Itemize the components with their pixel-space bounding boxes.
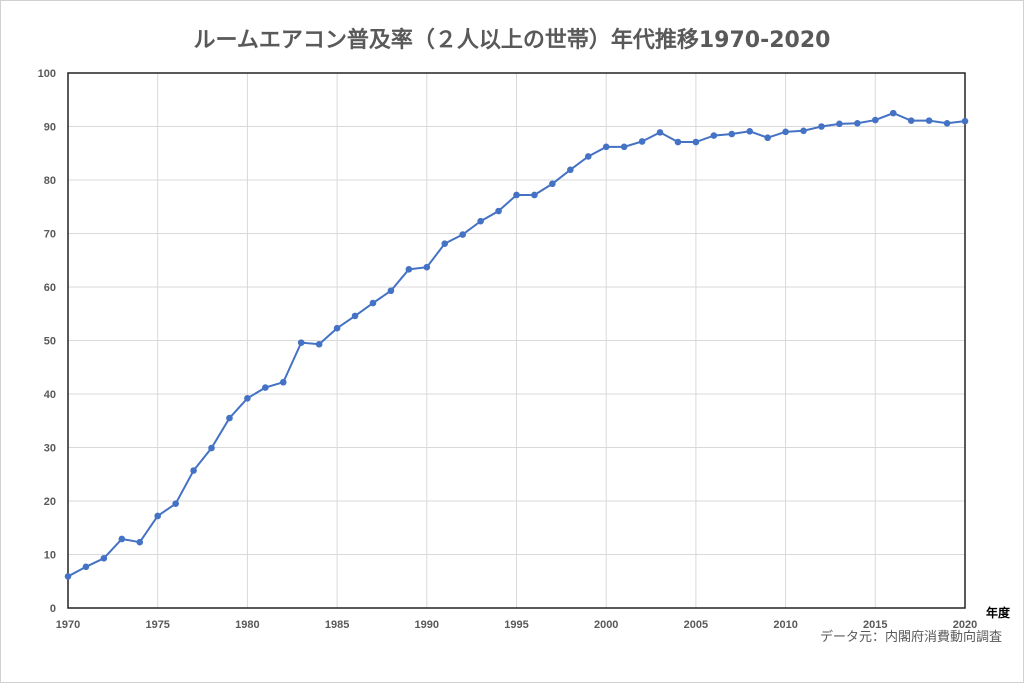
- data-point: [656, 129, 664, 136]
- data-point: [602, 143, 610, 151]
- data-point: [100, 554, 108, 562]
- source-note: データ元：内閣府消費動向調査: [819, 630, 1002, 645]
- y-tick-label: 100: [38, 68, 56, 80]
- y-tick-label: 50: [44, 336, 56, 348]
- data-point: [297, 339, 305, 346]
- data-point: [333, 324, 341, 332]
- y-tick-label: 0: [50, 603, 56, 615]
- x-tick-label: 1985: [325, 619, 349, 631]
- data-point: [118, 535, 126, 543]
- data-point: [226, 414, 233, 422]
- data-point: [172, 500, 179, 507]
- y-tick-label: 10: [44, 550, 56, 562]
- plot-area-border: [67, 72, 966, 609]
- data-point: [82, 563, 90, 571]
- data-point: [746, 128, 754, 135]
- data-point: [190, 467, 197, 474]
- data-point: [692, 138, 700, 146]
- data-point: [872, 116, 879, 124]
- data-point: [961, 117, 969, 125]
- data-point: [674, 138, 682, 146]
- x-tick-label: 1975: [145, 619, 169, 631]
- data-point: [889, 109, 897, 117]
- data-point: [925, 117, 933, 124]
- data-point: [459, 231, 466, 238]
- x-tick-label: 1970: [56, 619, 80, 631]
- data-point: [800, 127, 807, 135]
- data-point: [405, 266, 413, 273]
- x-axis-label: 年度: [986, 605, 1011, 620]
- data-point: [818, 123, 825, 130]
- data-point: [477, 217, 484, 225]
- data-point: [136, 538, 144, 546]
- data-point: [638, 138, 646, 145]
- data-point: [584, 153, 592, 160]
- y-tick-label: 40: [44, 389, 56, 401]
- data-point: [279, 378, 287, 386]
- data-point: [423, 263, 431, 271]
- data-point: [782, 128, 789, 136]
- data-point: [943, 119, 951, 127]
- data-point: [351, 312, 359, 320]
- data-point: [764, 134, 771, 142]
- data-point: [262, 384, 269, 391]
- x-tick-label: 2010: [773, 619, 797, 631]
- x-tick-label: 2015: [863, 619, 887, 631]
- data-point: [315, 340, 323, 348]
- x-tick-label: 2020: [953, 619, 977, 631]
- data-point: [208, 444, 215, 452]
- data-point: [728, 130, 736, 138]
- data-point: [513, 191, 520, 199]
- x-tick-label: 1980: [235, 619, 259, 631]
- data-point: [854, 119, 861, 127]
- data-point: [531, 191, 538, 199]
- x-tick-label: 2000: [594, 619, 618, 631]
- data-point: [567, 166, 574, 174]
- y-tick-label: 80: [44, 175, 56, 187]
- data-point: [441, 240, 449, 247]
- y-tick-label: 30: [44, 443, 56, 455]
- data-point: [369, 299, 377, 307]
- data-point: [710, 132, 718, 139]
- x-tick-label: 1995: [504, 619, 528, 631]
- chart-title: ルームエアコン普及率（２人以上の世帯）年代推移1970-2020: [193, 28, 831, 53]
- data-point: [907, 117, 915, 124]
- y-tick-label: 90: [44, 122, 56, 134]
- data-point: [64, 573, 72, 580]
- data-point: [154, 512, 161, 520]
- y-tick-label: 20: [44, 496, 56, 508]
- data-point: [495, 207, 502, 215]
- x-tick-label: 2005: [684, 619, 708, 631]
- data-point: [549, 180, 556, 188]
- y-tick-label: 60: [44, 282, 56, 294]
- data-point: [620, 143, 628, 151]
- data-point: [387, 287, 395, 295]
- data-point: [836, 120, 843, 128]
- y-tick-label: 70: [44, 229, 56, 241]
- x-tick-label: 1990: [415, 619, 439, 631]
- data-point: [244, 394, 251, 402]
